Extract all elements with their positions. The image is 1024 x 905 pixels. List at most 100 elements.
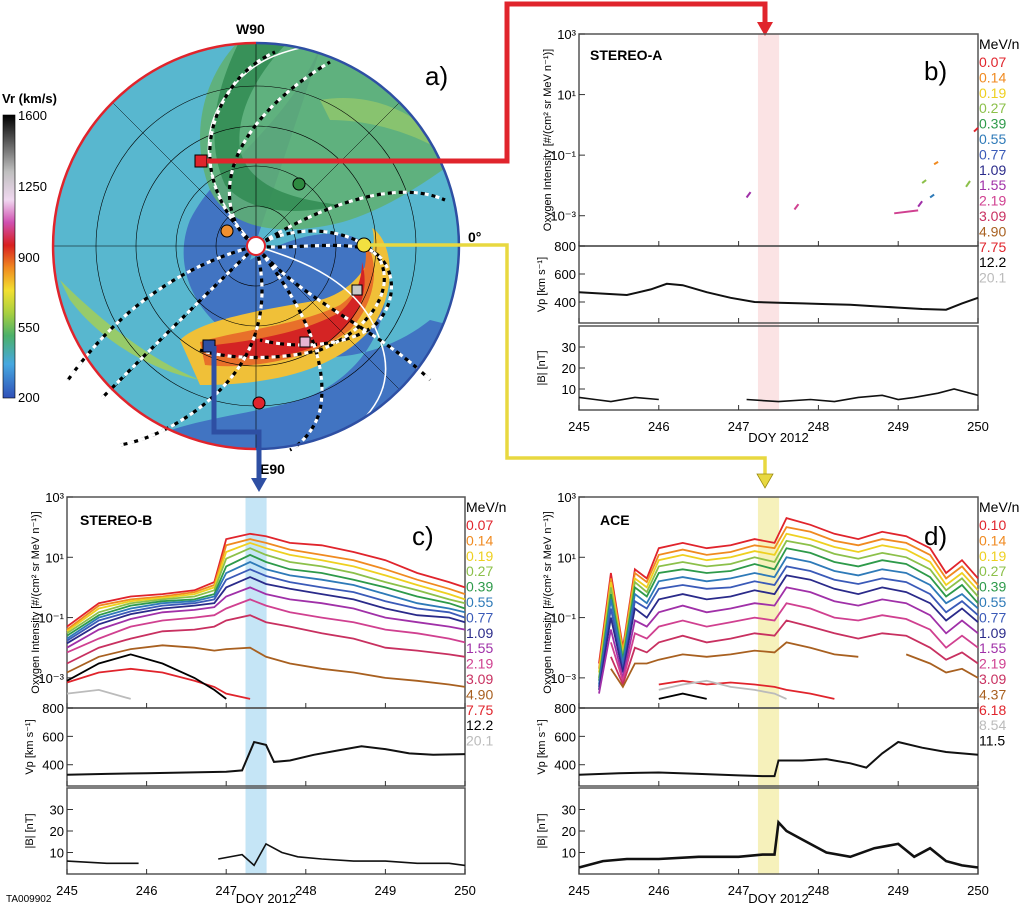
y-tick-label: 10³ bbox=[557, 490, 576, 505]
colorbar-tick: 1250 bbox=[18, 179, 47, 194]
panel-label: d) bbox=[924, 521, 947, 551]
intensity-series-0.07 bbox=[66, 532, 466, 628]
speed-tick-label: 400 bbox=[554, 758, 576, 773]
intensity-series-2.19 bbox=[610, 602, 979, 685]
legend-entry-12.2: 12.2 bbox=[979, 254, 1006, 270]
intensity-series-0.19 bbox=[66, 541, 466, 633]
colorbar-tick: 1600 bbox=[18, 108, 47, 123]
x-tick-label: 247 bbox=[215, 883, 237, 898]
gray-marker bbox=[351, 284, 363, 296]
legend-entry-7.75: 7.75 bbox=[979, 239, 1006, 255]
field-axis-label: |B| [nT] bbox=[536, 813, 548, 848]
x-tick-label: 248 bbox=[808, 883, 830, 898]
intensity-series-1.55 bbox=[598, 586, 979, 694]
field-tick-label: 30 bbox=[50, 803, 64, 818]
chart-panel-d: 245 246 247 248 249 250 DOY 2012 10³ 10¹ 10⁻¹ 10⁻³… bbox=[536, 490, 1019, 905]
intensity-series-2.19 bbox=[793, 203, 800, 211]
panel-label: c) bbox=[412, 521, 434, 551]
intensity-series-3.09 bbox=[66, 614, 466, 665]
y-tick-label: 10¹ bbox=[557, 88, 576, 103]
speed-tick-label: 800 bbox=[42, 701, 64, 716]
legend-entry-0.07: 0.07 bbox=[979, 54, 1006, 70]
x-tick-label: 245 bbox=[568, 883, 590, 898]
intensity-series-1.55 bbox=[745, 191, 752, 199]
colorbar-tick: 900 bbox=[18, 250, 40, 265]
x-tick-label: 249 bbox=[887, 419, 909, 434]
speed-tick-label: 600 bbox=[554, 729, 576, 744]
intensity-series-3.09 bbox=[610, 619, 979, 688]
x-tick-label: 249 bbox=[887, 883, 909, 898]
earth-side-marker bbox=[252, 396, 266, 410]
intensity-series-2.19 bbox=[894, 209, 919, 215]
label-w90: W90 bbox=[236, 21, 265, 37]
chart-title: ACE bbox=[600, 512, 630, 528]
legend-unit: MeV/n bbox=[979, 36, 1019, 52]
legend-entry-7.75: 7.75 bbox=[466, 702, 493, 718]
intensity-series-7.75 bbox=[66, 667, 251, 700]
field-axis-label: |B| [nT] bbox=[24, 813, 36, 848]
speed-line bbox=[578, 282, 979, 311]
stereo-a-marker bbox=[194, 154, 208, 168]
legend-entry-1.09: 1.09 bbox=[979, 162, 1006, 178]
legend-entry-4.90: 4.90 bbox=[979, 223, 1006, 239]
x-tick-label: 246 bbox=[648, 419, 670, 434]
legend-entry-0.27: 0.27 bbox=[466, 563, 493, 579]
x-tick-label: 250 bbox=[967, 419, 989, 434]
legend-entry-0.14: 0.14 bbox=[979, 69, 1006, 85]
sun-marker bbox=[246, 236, 266, 256]
legend-entry-0.55: 0.55 bbox=[979, 131, 1006, 147]
colorbar-title: Vr (km/s) bbox=[2, 91, 57, 106]
colorbar-tick: 550 bbox=[18, 320, 40, 335]
speed-tick-label: 600 bbox=[554, 267, 576, 282]
legend-unit: MeV/n bbox=[466, 499, 506, 515]
legend-entry-0.14: 0.14 bbox=[979, 532, 1006, 548]
intensity-series-0.10 bbox=[598, 517, 979, 664]
y-tick-label: 10³ bbox=[557, 27, 576, 42]
legend-entry-0.77: 0.77 bbox=[979, 609, 1006, 625]
chart-title: STEREO-A bbox=[590, 47, 662, 63]
polar-plot: W90 0° E90 a) bbox=[51, 21, 481, 477]
legend-entry-3.09: 3.09 bbox=[979, 208, 1006, 224]
legend-entry-0.39: 0.39 bbox=[979, 116, 1006, 132]
intensity-series-0.39 bbox=[598, 547, 979, 681]
figure-id: TA009902 bbox=[6, 894, 52, 905]
venus-marker bbox=[220, 224, 234, 238]
intensity-series-0.39 bbox=[66, 553, 466, 637]
legend-entry-11.5: 11.5 bbox=[979, 733, 1005, 749]
intensity-series-8.54 bbox=[658, 679, 787, 700]
label-0deg: 0° bbox=[468, 229, 481, 245]
pink-marker bbox=[299, 336, 311, 348]
intensity-series-12.2 bbox=[66, 653, 227, 700]
speed-axis-label: Vp [km s⁻¹] bbox=[24, 719, 36, 774]
intensity-series-11.5 bbox=[658, 692, 707, 700]
legend-entry-0.55: 0.55 bbox=[466, 594, 493, 610]
legend-entry-3.09: 3.09 bbox=[979, 671, 1006, 687]
chart-title: STEREO-B bbox=[80, 512, 152, 528]
label-e90: E90 bbox=[260, 461, 285, 477]
intensity-series-6.18 bbox=[658, 679, 835, 700]
y-tick-label: 10⁻³ bbox=[550, 671, 576, 686]
legend-entry-0.07: 0.07 bbox=[466, 517, 493, 533]
field-tick-label: 10 bbox=[562, 382, 576, 397]
panel-label-a: a) bbox=[425, 61, 448, 91]
intensity-series-0.77 bbox=[598, 565, 979, 688]
field-tick-label: 20 bbox=[50, 824, 64, 839]
legend-entry-0.14: 0.14 bbox=[466, 532, 493, 548]
legend-entry-2.19: 2.19 bbox=[979, 193, 1006, 209]
field-tick-label: 10 bbox=[50, 846, 64, 861]
intensity-axis-label: Oxygen Intensity [#/(cm² sr MeV n⁻¹)] bbox=[30, 511, 42, 693]
intensity-series-1.55 bbox=[66, 586, 466, 649]
x-tick-label: 246 bbox=[648, 883, 670, 898]
field-axis-label: |B| [nT] bbox=[536, 350, 548, 385]
x-axis-label: DOY 2012 bbox=[748, 430, 808, 445]
y-tick-label: 10⁻³ bbox=[38, 671, 64, 686]
x-axis-label: DOY 2012 bbox=[748, 891, 808, 905]
legend-entry-0.19: 0.19 bbox=[979, 85, 1006, 101]
legend-entry-0.55: 0.55 bbox=[979, 594, 1006, 610]
speed-tick-label: 800 bbox=[554, 701, 576, 716]
intensity-series-0.55 bbox=[598, 556, 979, 685]
intensity-series-0.14 bbox=[598, 526, 979, 669]
event-highlight-band bbox=[757, 33, 780, 411]
x-axis-label: DOY 2012 bbox=[236, 891, 296, 905]
